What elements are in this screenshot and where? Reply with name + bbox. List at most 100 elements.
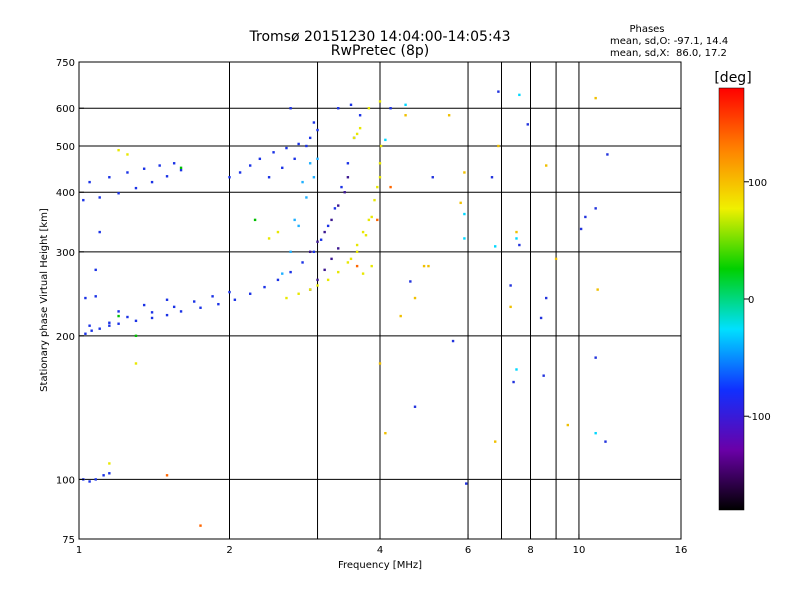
chart-title: Tromsø 20151230 14:04:00-14:05:43	[249, 29, 511, 45]
data-point	[108, 176, 111, 179]
grid-lines	[79, 62, 681, 539]
data-point	[340, 185, 343, 189]
data-point	[301, 261, 304, 264]
data-point	[233, 298, 237, 301]
data-point	[258, 157, 262, 161]
data-point	[413, 296, 417, 300]
x-tick-label: 16	[675, 545, 688, 556]
data-point	[165, 313, 169, 317]
data-point	[509, 284, 512, 287]
data-point	[117, 192, 120, 195]
data-point	[518, 93, 521, 97]
data-point	[330, 218, 333, 222]
data-point	[94, 268, 97, 272]
data-point	[179, 310, 183, 313]
data-point	[370, 215, 373, 219]
data-point	[355, 132, 359, 136]
data-point	[272, 151, 275, 154]
data-point	[134, 334, 138, 338]
data-point	[319, 238, 323, 241]
data-point	[367, 218, 371, 222]
data-point	[358, 126, 362, 130]
data-point	[108, 324, 111, 327]
data-point	[94, 295, 97, 298]
data-point	[108, 462, 111, 465]
data-point	[305, 196, 308, 199]
data-point	[384, 431, 387, 435]
y-tick-label: 300	[56, 248, 75, 259]
data-point	[285, 146, 288, 150]
data-point	[554, 257, 558, 261]
data-point	[358, 114, 362, 117]
data-point	[355, 250, 359, 254]
data-point	[497, 90, 500, 93]
data-point	[98, 196, 101, 199]
data-point	[172, 162, 176, 165]
data-point	[337, 204, 340, 207]
colorbar-gradient	[718, 87, 745, 511]
data-point	[515, 368, 518, 371]
data-point	[333, 207, 337, 210]
data-point	[312, 176, 316, 179]
y-axis-label: Stationary phase Virtual Height [km]	[39, 208, 50, 392]
data-point	[267, 237, 271, 240]
data-point	[281, 166, 284, 170]
data-point	[217, 302, 220, 306]
colorbar: [deg] 100 0 -100	[714, 70, 771, 511]
data-point	[604, 440, 607, 443]
data-point	[316, 128, 319, 132]
data-point	[316, 278, 319, 282]
data-point	[337, 247, 340, 250]
data-point	[459, 201, 462, 205]
data-point	[389, 107, 392, 110]
data-point	[497, 144, 500, 148]
data-point	[172, 305, 176, 309]
data-point	[297, 224, 300, 228]
x-tick-label: 10	[573, 545, 586, 556]
data-point	[389, 185, 392, 189]
data-point	[150, 316, 154, 320]
data-point	[199, 524, 202, 527]
data-point	[463, 237, 466, 240]
data-point	[326, 224, 330, 228]
phases-x-stats: mean, sd,X: 86.0, 17.2	[610, 48, 727, 59]
data-point	[413, 405, 417, 408]
y-tick-label: 750	[56, 58, 75, 69]
data-point	[330, 257, 333, 261]
data-point	[117, 314, 120, 318]
data-point	[84, 296, 87, 300]
data-point	[82, 198, 85, 202]
data-point	[427, 264, 430, 268]
data-point	[248, 164, 252, 167]
x-axis-label: Frequency [MHz]	[338, 560, 422, 571]
colorbar-tick-label: -100	[748, 412, 771, 423]
y-tick-label: 500	[56, 142, 75, 153]
data-point	[409, 280, 412, 283]
data-point	[289, 107, 292, 110]
data-point	[285, 296, 288, 300]
data-point	[326, 278, 330, 282]
y-axis-ticks: 75 100 200 300 400 500 600 750	[56, 58, 84, 546]
data-points	[82, 90, 609, 527]
data-point	[404, 114, 407, 117]
data-point	[545, 296, 548, 300]
data-point	[211, 295, 214, 298]
data-point	[308, 250, 312, 254]
data-point	[346, 162, 350, 165]
data-point	[584, 215, 587, 219]
data-point	[539, 316, 543, 320]
data-point	[134, 362, 138, 365]
data-point	[594, 356, 597, 359]
phases-heading: Phases	[629, 24, 664, 35]
data-point	[134, 186, 138, 190]
data-point	[364, 234, 368, 237]
data-point	[142, 167, 146, 170]
data-point	[346, 176, 350, 179]
y-tick-label: 600	[56, 104, 75, 115]
data-point	[297, 142, 300, 146]
data-point	[98, 230, 101, 234]
data-point	[301, 180, 304, 184]
data-point	[384, 138, 387, 142]
y-tick-label: 100	[56, 475, 75, 486]
data-point	[297, 292, 300, 295]
